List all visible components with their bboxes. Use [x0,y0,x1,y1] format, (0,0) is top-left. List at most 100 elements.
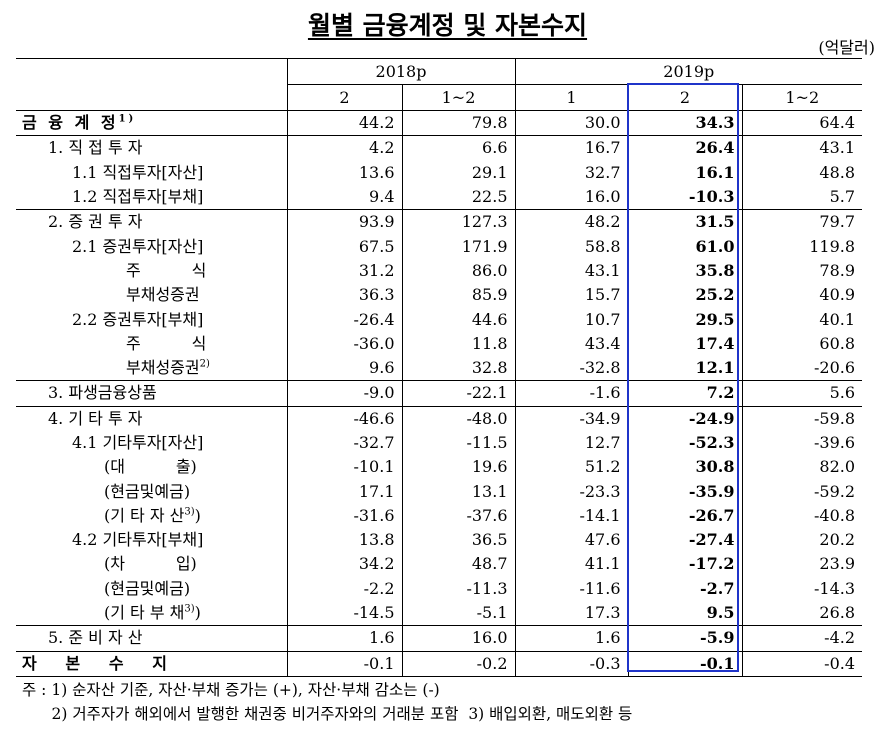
value-cell: 86.0 [401,258,515,284]
value-cell: -39.6 [741,430,863,456]
value-cell: -36.0 [286,331,402,356]
value-cell: 7.2 [627,380,742,407]
table-row: 1.2 직접투자[부채] 9.4 22.5 16.0 -10.3 5.7 [16,184,863,210]
table-row: (기 타 부 채3)) -14.5 -5.1 17.3 9.5 26.8 [16,600,863,626]
value-cell: 43.1 [514,258,628,284]
value-cell: 119.8 [741,234,863,259]
table-row: 부채성증권 36.3 85.9 15.7 25.2 40.9 [16,283,863,308]
value-cell: 48.2 [514,209,628,235]
value-cell: 79.8 [401,109,515,136]
value-cell: -10.3 [627,184,742,210]
row-label: 4.2 기타투자[부채] [72,530,204,550]
value-cell: -9.0 [286,380,402,407]
value-cell: 30.8 [627,455,742,480]
row-label: 1. 직 접 투 자 [16,135,287,161]
value-cell: -48.0 [401,405,515,431]
value-cell: 58.8 [514,234,628,259]
value-cell: -14.5 [286,600,402,626]
value-cell: -0.1 [286,650,402,677]
value-cell: -0.3 [514,650,628,677]
value-cell: 43.4 [514,331,628,356]
table-row: (대 출) -10.1 19.6 51.2 30.8 82.0 [16,455,863,480]
value-cell: 13.6 [286,160,402,185]
value-cell: 20.2 [741,528,863,553]
row-label: 1.2 직접투자[부채] [72,187,204,207]
value-cell: 17.4 [627,331,742,356]
table-row: (현금및예금) -2.2 -11.3 -11.6 -2.7 -14.3 [16,576,863,601]
value-cell: 48.8 [741,160,863,185]
value-cell: 40.1 [741,307,863,332]
value-cell: -5.1 [401,600,515,626]
header-year-2018: 2018p [286,58,515,85]
row-label: 3. 파생금융상품 [16,380,287,407]
row-label: 2. 증 권 투 자 [16,209,287,235]
value-cell: 10.7 [514,307,628,332]
row-label: 1.1 직접투자[자산] [72,162,204,182]
value-cell: 36.5 [401,528,515,553]
value-cell: 31.2 [286,258,402,284]
value-cell: 13.1 [401,479,515,504]
value-cell: -0.2 [401,650,515,677]
value-cell: -35.9 [627,479,742,504]
value-cell: -46.6 [286,405,402,431]
value-cell: 25.2 [627,283,742,308]
table-row: 4.2 기타투자[부채] 13.8 36.5 47.6 -27.4 20.2 [16,528,863,553]
table-row: 2.2 증권투자[부채] -26.4 44.6 10.7 29.5 40.1 [16,307,863,332]
value-cell: 44.2 [286,109,402,136]
value-cell: -26.4 [286,307,402,332]
header-month: 2 [286,84,402,111]
footnote-marker: 3) [184,603,195,615]
value-cell: 43.1 [741,135,863,161]
footnote-marker: 1) [118,113,137,125]
value-cell: -59.2 [741,479,863,504]
value-cell: 32.8 [401,355,515,381]
row-label: (기 타 자 산3)) [104,505,201,525]
value-cell: 16.1 [627,160,742,185]
value-cell: -14.3 [741,576,863,601]
row-label: 부채성증권 [126,285,200,305]
footnote-marker: 3) [184,506,195,518]
value-cell: 15.7 [514,283,628,308]
value-cell: -1.6 [514,380,628,407]
table-row: 부채성증권2) 9.6 32.8 -32.8 12.1 -20.6 [16,355,863,381]
row-label: 주 식 [126,260,207,280]
value-cell: 11.8 [401,331,515,356]
value-cell: -10.1 [286,455,402,480]
value-cell: 6.6 [401,135,515,161]
table-row: 자 본 수 지 -0.1 -0.2 -0.3 -0.1 -0.4 [16,650,863,677]
header-month: 1 [514,84,628,111]
footnotes: 주 : 1) 순자산 기준, 자산·부채 증가는 (+), 자산·부채 감소는 … [22,678,632,726]
row-label: 금 융 계 정1) [16,109,287,136]
value-cell: 31.5 [627,209,742,235]
table-row: 3. 파생금융상품 -9.0 -22.1 -1.6 7.2 5.6 [16,380,863,407]
value-cell: -32.7 [286,430,402,456]
value-cell: 48.7 [401,552,515,577]
value-cell: -11.3 [401,576,515,601]
value-cell: 61.0 [627,234,742,259]
value-cell: 5.7 [741,184,863,210]
value-cell: 19.6 [401,455,515,480]
footnote-marker: 2) [199,358,210,370]
value-cell: 79.7 [741,209,863,235]
footnote-line: 2) 거주자가 해외에서 발행한 채권중 비거주자와의 거래분 포함 3) 배입… [22,705,633,723]
footnote-line: 주 : 1) 순자산 기준, 자산·부채 증가는 (+), 자산·부채 감소는 … [22,681,440,699]
row-label: 5. 준 비 자 산 [16,625,287,652]
value-cell: 16.0 [401,625,515,652]
value-cell: -34.9 [514,405,628,431]
value-cell: 47.6 [514,528,628,553]
header-year-2019: 2019p [514,58,863,85]
value-cell: 29.5 [627,307,742,332]
header-month: 1~2 [741,84,863,111]
value-cell: 32.7 [514,160,628,185]
value-cell: 67.5 [286,234,402,259]
table-row: 금 융 계 정1) 44.2 79.8 30.0 34.3 64.4 [16,109,863,136]
row-label: (현금및예금) [104,481,191,501]
value-cell: 36.3 [286,283,402,308]
value-cell: -0.4 [741,650,863,677]
value-cell: 1.6 [286,625,402,652]
row-label: 2.2 증권투자[부채] [72,309,204,329]
value-cell: -11.5 [401,430,515,456]
value-cell: -26.7 [627,503,742,529]
value-cell: -32.8 [514,355,628,381]
header-corner-lower [16,84,287,111]
